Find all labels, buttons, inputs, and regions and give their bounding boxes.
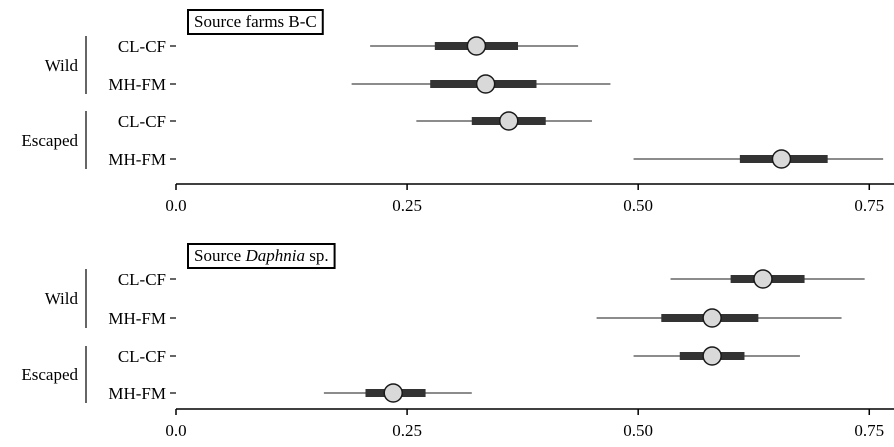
panel-title-prefix: Source — [194, 246, 245, 265]
panel-title-box — [187, 243, 336, 269]
median-point — [771, 149, 792, 169]
group-label: Escaped — [21, 131, 78, 150]
median-point — [383, 383, 403, 403]
median-point — [475, 74, 496, 94]
median-point — [466, 36, 487, 56]
median-point — [753, 269, 773, 289]
group-label: Wild — [45, 289, 79, 308]
panel-title: Source farms B-C — [194, 12, 317, 31]
panel-title-suffix: sp. — [305, 246, 329, 265]
panel-2: Source Daphnia sp. 0.0 0.25 0.50 0.75 Wild CL-… — [21, 243, 894, 440]
median-point — [702, 346, 722, 366]
panel-title-italic: Daphnia — [244, 246, 305, 265]
panel-title-box — [187, 9, 324, 35]
median-point — [702, 308, 722, 328]
row-label: CL-CF — [118, 270, 166, 289]
panel-1: Source farms B-C 0.0 0.25 0.50 0.75 Wild CL-CF… — [21, 9, 894, 215]
x-tick-label: 0.50 — [623, 421, 653, 440]
x-tick-label: 0.25 — [392, 196, 422, 215]
group-label: Escaped — [21, 365, 78, 384]
median-point — [499, 111, 519, 131]
x-tick-label: 0.25 — [392, 421, 422, 440]
x-tick-label: 0.0 — [165, 421, 186, 440]
row-label: CL-CF — [118, 112, 166, 131]
row-label: CL-CF — [118, 347, 166, 366]
x-tick-label: 0.75 — [854, 421, 884, 440]
panel-title-suffix: farms B-C — [245, 12, 316, 31]
row-label: MH-FM — [108, 309, 166, 328]
x-tick-label: 0.0 — [165, 196, 186, 215]
panel-title: Source Daphnia sp. — [194, 246, 329, 265]
x-tick-label: 0.75 — [854, 196, 884, 215]
row-label: MH-FM — [108, 75, 166, 94]
row-label: MH-FM — [108, 150, 166, 169]
row-label: MH-FM — [108, 384, 166, 403]
x-tick-label: 0.50 — [623, 196, 653, 215]
row-label: CL-CF — [118, 37, 166, 56]
group-label: Wild — [45, 56, 79, 75]
panel-title-prefix: Source — [194, 12, 245, 31]
